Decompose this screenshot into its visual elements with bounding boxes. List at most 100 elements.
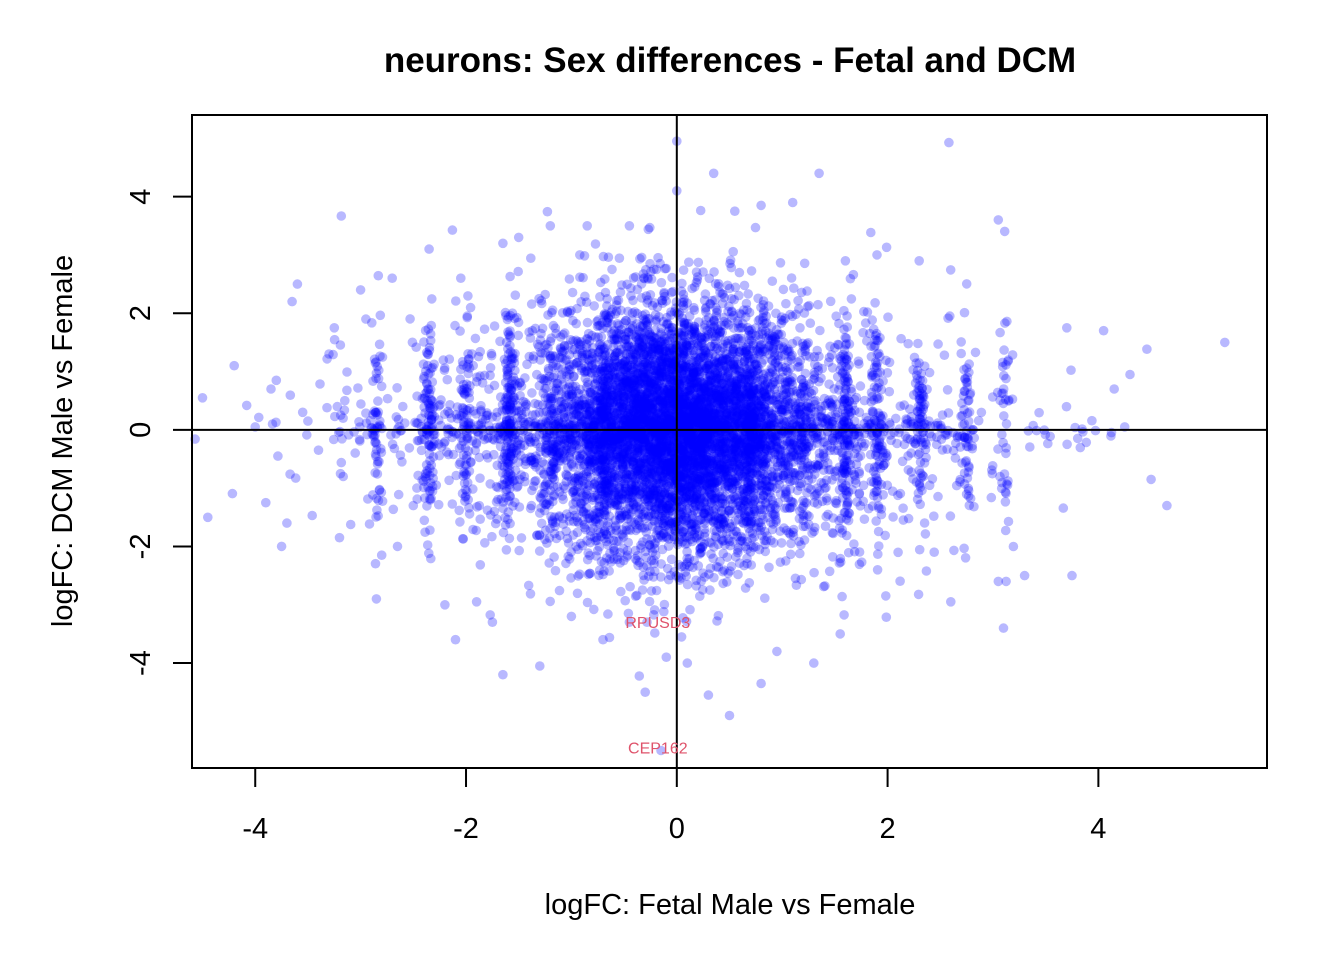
data-point — [568, 462, 579, 472]
data-point — [737, 471, 747, 481]
data-point — [613, 340, 623, 351]
data-point — [779, 523, 789, 533]
data-point — [718, 353, 728, 364]
chart-title: neurons: Sex differences - Fetal and DCM — [384, 41, 1076, 80]
data-point — [642, 388, 652, 399]
data-point — [661, 436, 672, 446]
data-point — [590, 505, 601, 516]
data-point — [695, 501, 705, 512]
data-point — [658, 529, 669, 539]
data-point — [548, 419, 559, 429]
data-point — [681, 430, 692, 441]
data-point — [610, 499, 621, 510]
data-point — [684, 325, 695, 335]
data-point — [527, 388, 537, 398]
data-point — [633, 400, 644, 410]
data-point — [657, 417, 667, 428]
data-point — [597, 413, 608, 424]
data-point — [455, 517, 465, 527]
data-point — [639, 414, 650, 424]
data-point — [595, 292, 605, 302]
data-point — [664, 454, 675, 464]
data-point — [607, 264, 617, 275]
data-point — [699, 430, 710, 441]
data-point — [645, 351, 655, 362]
data-point — [634, 410, 644, 421]
data-point — [694, 372, 705, 383]
data-point — [623, 377, 634, 388]
data-point — [621, 315, 631, 326]
data-point — [745, 389, 755, 399]
data-point — [767, 333, 777, 344]
data-point — [748, 346, 758, 357]
data-point — [703, 467, 714, 477]
data-point — [607, 366, 618, 377]
data-point — [630, 349, 641, 360]
data-point — [632, 442, 643, 452]
data-point — [678, 393, 688, 403]
data-point — [663, 574, 674, 585]
data-point — [707, 478, 717, 488]
data-point — [664, 413, 675, 423]
data-point — [749, 400, 759, 411]
data-point — [652, 485, 663, 495]
data-point — [554, 352, 564, 363]
data-point — [625, 354, 635, 365]
data-point — [607, 459, 618, 469]
data-point — [682, 385, 692, 395]
data-point — [560, 483, 570, 494]
data-point — [759, 439, 770, 450]
data-point — [599, 451, 610, 461]
data-point — [725, 413, 736, 424]
data-point — [753, 346, 763, 357]
data-point — [745, 484, 755, 495]
data-point — [655, 438, 666, 449]
data-point — [615, 547, 625, 558]
data-point — [878, 376, 888, 386]
data-point — [676, 471, 687, 482]
data-point — [643, 369, 654, 379]
data-point — [705, 511, 716, 522]
data-point — [605, 554, 615, 564]
data-point — [609, 351, 620, 361]
data-point — [698, 465, 708, 476]
data-point — [616, 454, 627, 465]
data-point — [681, 362, 692, 372]
data-point — [576, 498, 586, 508]
data-point — [745, 413, 756, 423]
data-point — [566, 573, 576, 583]
data-point — [688, 412, 698, 422]
data-point — [734, 290, 744, 301]
data-point — [633, 437, 644, 447]
data-point — [705, 471, 716, 481]
data-point — [661, 319, 672, 330]
data-point — [572, 357, 582, 368]
data-point — [685, 604, 695, 615]
data-point — [743, 377, 754, 388]
data-point — [665, 489, 675, 500]
data-point — [649, 411, 660, 422]
data-point — [626, 409, 636, 419]
data-point — [770, 334, 781, 345]
data-point — [614, 492, 624, 502]
data-point — [625, 581, 635, 592]
data-point — [632, 555, 642, 566]
data-point — [648, 379, 659, 390]
data-point — [640, 309, 650, 320]
data-point — [643, 501, 654, 511]
data-point — [727, 521, 737, 532]
data-point — [704, 459, 715, 469]
data-point — [821, 511, 831, 522]
data-point — [829, 384, 839, 394]
data-point — [626, 415, 636, 425]
data-point — [529, 476, 540, 487]
data-point — [705, 479, 715, 489]
data-point — [635, 378, 646, 389]
data-point — [523, 580, 534, 591]
data-point — [653, 447, 664, 458]
data-point — [520, 419, 531, 430]
data-point — [750, 222, 761, 233]
data-point — [705, 341, 716, 352]
data-point — [626, 490, 636, 501]
data-point — [617, 494, 627, 504]
